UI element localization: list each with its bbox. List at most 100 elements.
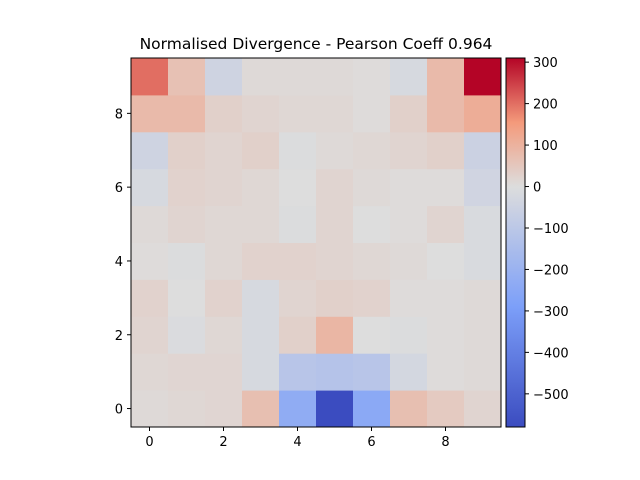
heatmap-cell: [427, 390, 465, 428]
y-axis: 0 2 4 6 8: [115, 107, 131, 418]
heatmap-cell: [353, 168, 391, 207]
heatmap-cell: [464, 279, 502, 317]
heatmap-cell: [205, 168, 243, 207]
heatmap-cell: [205, 279, 243, 317]
y-tick-label: 0: [115, 403, 123, 418]
heatmap-cell: [279, 205, 317, 243]
x-tick-label: 4: [293, 435, 301, 450]
heatmap-cell: [242, 94, 280, 133]
heatmap-cell: [279, 316, 317, 354]
heatmap-cell: [279, 242, 317, 280]
heatmap-cell: [427, 205, 465, 243]
heatmap-cell: [205, 58, 243, 96]
heatmap-cell: [279, 353, 317, 391]
heatmap-cell: [353, 205, 391, 243]
heatmap-cell: [390, 58, 428, 96]
heatmap-cell: [131, 58, 169, 96]
heatmap-cell: [353, 353, 391, 391]
heatmap-cell: [316, 242, 354, 280]
heatmap-cell: [242, 242, 280, 280]
heatmap-cell: [390, 94, 428, 133]
heatmap-cell: [279, 279, 317, 317]
heatmap-cell: [131, 242, 169, 280]
colorbar-tick-label: −200: [533, 263, 569, 278]
heatmap-cell: [131, 279, 169, 317]
heatmap-cell: [427, 168, 465, 207]
heatmap-cell: [168, 94, 206, 133]
heatmap-cell: [390, 279, 428, 317]
heatmap-cell: [464, 353, 502, 391]
plot-frame: [130, 57, 502, 428]
heatmap-cell: [131, 131, 169, 170]
colorbar-tick-label: 100: [533, 139, 558, 154]
heatmap-cell: [464, 390, 502, 428]
heatmap-cell: [242, 353, 280, 391]
heatmap-cell: [316, 168, 354, 207]
heatmap-cell: [464, 205, 502, 243]
heatmap-cell: [205, 205, 243, 243]
colorbar-tick-label: 300: [533, 56, 558, 71]
heatmap-cell: [353, 131, 391, 170]
heatmap-cell: [131, 205, 169, 243]
heatmap-cell: [390, 353, 428, 391]
heatmap-cell: [353, 316, 391, 354]
heatmap-cell: [205, 242, 243, 280]
heatmap-cell: [168, 58, 206, 96]
heatmap-cell: [131, 316, 169, 354]
heatmap-cell: [168, 316, 206, 354]
heatmap-cell: [168, 353, 206, 391]
heatmap-cell: [205, 131, 243, 170]
x-axis: 0 2 4 6 8: [145, 427, 450, 450]
heatmap-cells: [131, 58, 502, 428]
y-tick-label: 6: [115, 181, 123, 196]
colorbar-tick-label: 0: [533, 181, 541, 196]
heatmap-cell: [316, 353, 354, 391]
heatmap-cell: [316, 205, 354, 243]
heatmap-cell: [316, 58, 354, 96]
heatmap-cell: [390, 205, 428, 243]
chart-title: Normalised Divergence - Pearson Coeff 0.…: [140, 35, 493, 53]
heatmap-cell: [205, 390, 243, 428]
y-tick-label: 8: [115, 107, 123, 122]
heatmap-cell: [131, 353, 169, 391]
y-tick-label: 2: [115, 329, 123, 344]
heatmap-cell: [168, 242, 206, 280]
heatmap-cell: [464, 316, 502, 354]
heatmap-cell: [353, 242, 391, 280]
heatmap-cell: [205, 94, 243, 133]
heatmap-cell: [427, 131, 465, 170]
heatmap-cell: [242, 390, 280, 428]
heatmap-cell: [131, 94, 169, 133]
heatmap-cell: [464, 58, 502, 96]
heatmap-cell: [242, 168, 280, 207]
colorbar-tick-label: 200: [533, 98, 558, 113]
heatmap-cell: [131, 390, 169, 428]
x-tick-label: 0: [145, 435, 153, 450]
x-tick-label: 6: [367, 435, 375, 450]
heatmap-cell: [464, 94, 502, 133]
y-tick-label: 4: [115, 255, 123, 270]
colorbar-tick-label: −400: [533, 346, 569, 361]
heatmap-cell: [279, 131, 317, 170]
heatmap-cell: [168, 131, 206, 170]
colorbar: [505, 57, 526, 428]
heatmap-cell: [131, 168, 169, 207]
heatmap-cell: [390, 242, 428, 280]
heatmap-cell: [316, 131, 354, 170]
heatmap-cell: [353, 58, 391, 96]
heatmap-cell: [427, 316, 465, 354]
x-tick-label: 2: [219, 435, 227, 450]
heatmap-cell: [279, 94, 317, 133]
heatmap-cell: [242, 279, 280, 317]
heatmap-cell: [205, 316, 243, 354]
x-tick-label: 8: [441, 435, 449, 450]
heatmap-cell: [427, 279, 465, 317]
heatmap-cell: [390, 390, 428, 428]
heatmap-cell: [316, 390, 354, 428]
heatmap-cell: [279, 390, 317, 428]
colorbar-tick-label: −100: [533, 222, 569, 237]
heatmap-cell: [427, 353, 465, 391]
heatmap-cell: [390, 316, 428, 354]
heatmap-cell: [242, 205, 280, 243]
